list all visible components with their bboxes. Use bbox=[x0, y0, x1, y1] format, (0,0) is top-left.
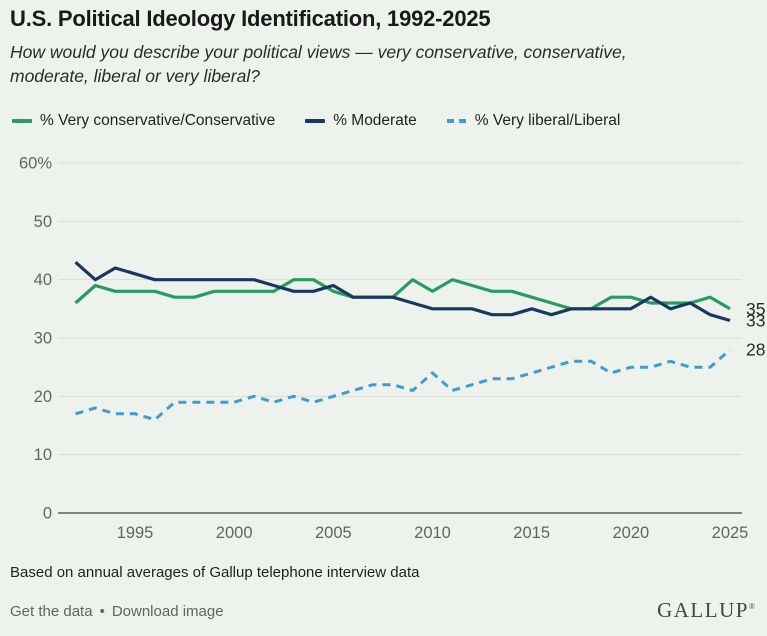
x-axis-tick-label: 2005 bbox=[315, 524, 352, 542]
x-axis-tick-label: 2010 bbox=[414, 524, 451, 542]
y-axis-tick-label: 10 bbox=[34, 446, 52, 464]
conservative-line-swatch-icon bbox=[12, 119, 32, 123]
x-axis-tick-label: 2020 bbox=[612, 524, 649, 542]
registered-mark: ® bbox=[748, 602, 755, 611]
legend-item-conservative: % Very conservative/Conservative bbox=[12, 112, 275, 130]
series-line--very-liberal-liberal bbox=[75, 348, 731, 422]
x-axis-tick-label: 1995 bbox=[117, 524, 154, 542]
legend-item-moderate: % Moderate bbox=[305, 112, 417, 130]
series-end-value-label: 28 bbox=[746, 340, 765, 360]
y-axis-tick-label: 50 bbox=[34, 213, 52, 231]
chart-subtitle: How would you describe your political vi… bbox=[10, 40, 760, 88]
legend-item-liberal: % Very liberal/Liberal bbox=[446, 112, 621, 130]
gallup-logo: GALLUP® bbox=[657, 598, 755, 622]
page-title: U.S. Political Ideology Identification, … bbox=[10, 6, 491, 31]
series-end-value-label: 35 bbox=[746, 299, 765, 319]
moderate-line-swatch-icon bbox=[305, 119, 326, 123]
y-axis-tick-label: 30 bbox=[34, 330, 52, 348]
series-line--very-conservative-conservative bbox=[74, 278, 731, 311]
get-the-data-link[interactable]: Get the data bbox=[10, 603, 93, 620]
footer-links: Get the data • Download image bbox=[10, 603, 224, 620]
y-axis-tick-label: 0 bbox=[43, 505, 52, 523]
legend-label-moderate: % Moderate bbox=[333, 112, 417, 129]
subtitle-line-1: How would you describe your political vi… bbox=[10, 42, 627, 62]
legend-label-liberal: % Very liberal/Liberal bbox=[474, 112, 621, 129]
y-axis-tick-label: 60% bbox=[19, 155, 52, 173]
chart-legend: % Very conservative/Conservative % Moder… bbox=[12, 112, 620, 130]
source-note: Based on annual averages of Gallup telep… bbox=[10, 564, 420, 581]
liberal-dashed-swatch-icon bbox=[446, 119, 467, 123]
series-line--moderate bbox=[74, 261, 731, 323]
x-axis-tick-label: 2000 bbox=[216, 524, 253, 542]
y-axis-tick-label: 40 bbox=[34, 271, 52, 289]
subtitle-line-2: moderate, liberal or very liberal? bbox=[10, 66, 260, 87]
x-axis-tick-label: 2015 bbox=[513, 524, 550, 542]
legend-label-conservative: % Very conservative/Conservative bbox=[40, 112, 276, 129]
x-axis-tick-label: 2025 bbox=[712, 524, 749, 542]
series-end-value-label: 33 bbox=[746, 311, 765, 331]
link-separator: • bbox=[99, 603, 105, 620]
download-image-link[interactable]: Download image bbox=[111, 603, 224, 620]
y-axis-tick-label: 20 bbox=[34, 388, 52, 406]
